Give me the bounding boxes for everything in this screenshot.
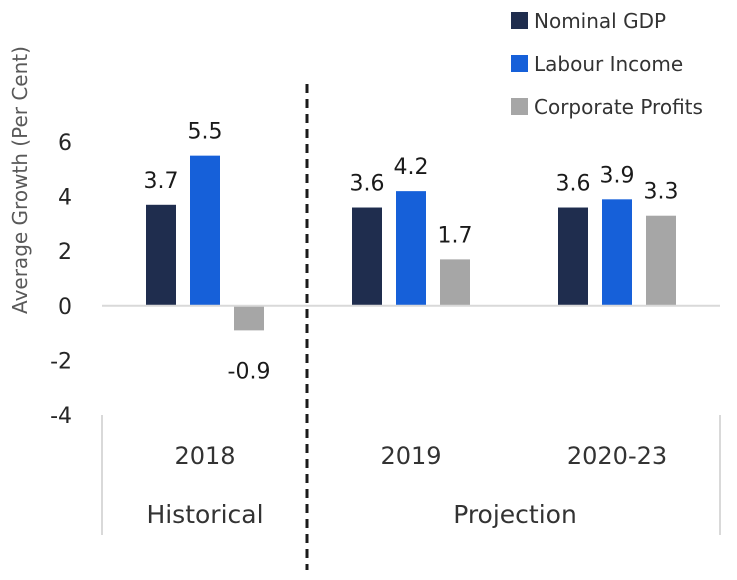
legend-label: Corporate Profits — [534, 95, 703, 119]
bar-labour-income-2019 — [396, 191, 426, 306]
bar-corporate-profits-2019 — [440, 259, 470, 306]
data-label: 5.5 — [188, 120, 223, 145]
bar-nominal-gdp-2018 — [146, 204, 176, 306]
y-tick-label: -4 — [50, 404, 72, 429]
legend-swatch — [511, 12, 528, 29]
category-labels: 2018 2019 2020-23 — [174, 442, 667, 470]
bars — [146, 155, 676, 331]
data-label: 3.6 — [350, 172, 385, 197]
category-label: 2020-23 — [567, 442, 667, 470]
group-labels: Historical Projection — [146, 500, 576, 529]
legend-swatch — [511, 55, 528, 72]
y-tick-label: 2 — [58, 240, 72, 265]
group-label: Projection — [453, 500, 577, 529]
bar-corporate-profits-2020-23 — [646, 215, 676, 306]
data-label: 4.2 — [394, 155, 429, 180]
bar-nominal-gdp-2019 — [352, 207, 382, 306]
y-tick-label: -2 — [50, 349, 72, 374]
bar-labour-income-2018 — [190, 155, 220, 306]
data-label: 3.7 — [144, 169, 179, 194]
y-tick-label: 0 — [58, 295, 72, 320]
data-label: 1.7 — [438, 223, 473, 248]
category-label: 2019 — [380, 442, 441, 470]
y-tick-label: 4 — [58, 186, 72, 211]
data-label: 3.3 — [644, 180, 679, 205]
group-label: Historical — [146, 500, 263, 529]
y-tick-labels: 6 4 2 0 -2 -4 — [50, 131, 72, 429]
bar-nominal-gdp-2020-23 — [558, 207, 588, 306]
legend: Nominal GDP Labour Income Corporate Profit… — [511, 9, 703, 119]
y-tick-label: 6 — [58, 131, 72, 156]
y-axis-title: Average Growth (Per Cent) — [8, 46, 32, 314]
legend-swatch — [511, 98, 528, 115]
data-labels: 3.7 3.6 3.6 5.5 4.2 3.9 -0.9 1.7 3.3 — [144, 120, 679, 385]
bar-labour-income-2020-23 — [602, 199, 632, 306]
data-label: 3.9 — [600, 163, 635, 188]
legend-label: Labour Income — [534, 52, 683, 76]
category-axis-frame — [101, 415, 721, 535]
bar-corporate-profits-2018 — [234, 305, 264, 331]
data-label: -0.9 — [228, 359, 271, 384]
legend-label: Nominal GDP — [534, 9, 666, 33]
data-label: 3.6 — [556, 172, 591, 197]
category-label: 2018 — [174, 442, 235, 470]
